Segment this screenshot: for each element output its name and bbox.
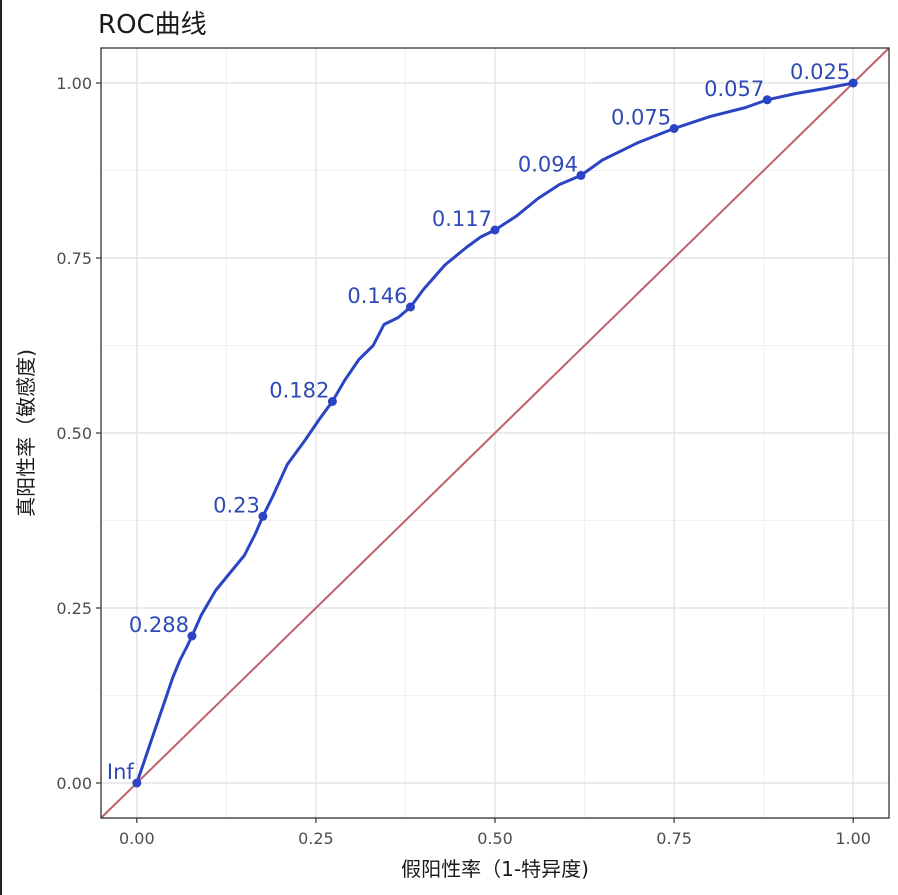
threshold-label: 0.182 <box>269 379 329 403</box>
y-axis-title: 真阳性率（敏感度) <box>14 349 38 517</box>
x-tick-label: 0.00 <box>119 829 155 848</box>
y-tick-label: 0.50 <box>56 424 92 443</box>
x-axis-ticks: 0.00 0.25 0.50 0.75 1.00 <box>119 818 871 848</box>
threshold-point <box>576 170 586 180</box>
threshold-point <box>327 397 337 406</box>
x-tick-label: 0.75 <box>656 829 692 848</box>
threshold-point <box>762 95 772 105</box>
threshold-label: 0.146 <box>347 284 407 308</box>
threshold-point <box>187 631 197 641</box>
threshold-label: 0.288 <box>129 613 189 637</box>
threshold-point <box>848 78 858 88</box>
roc-curve-layer <box>135 81 855 785</box>
chart-title: ROC曲线 <box>98 10 207 40</box>
y-axis-ticks: 0.00 0.25 0.50 0.75 1.00 <box>56 74 101 793</box>
threshold-point <box>490 225 500 235</box>
x-axis-title: 假阳性率（1-特异度) <box>401 857 589 881</box>
threshold-label: 0.23 <box>213 493 260 517</box>
threshold-point <box>132 778 142 788</box>
y-tick-label: 1.00 <box>56 74 92 93</box>
x-tick-label: 0.25 <box>298 829 334 848</box>
reference-diagonal <box>100 47 890 819</box>
roc-curve-line <box>135 81 855 785</box>
x-tick-label: 0.50 <box>477 829 513 848</box>
y-tick-label: 0.75 <box>56 249 92 268</box>
threshold-label: 0.094 <box>518 152 578 176</box>
threshold-label: 0.075 <box>611 106 671 130</box>
threshold-label: 0.117 <box>432 207 492 231</box>
threshold-points <box>132 78 858 788</box>
threshold-point <box>258 511 268 521</box>
diagonal-line <box>100 47 890 819</box>
threshold-labels: Inf 0.288 0.23 0.182 0.146 0.117 0.094 0.075 0.0… <box>107 60 850 784</box>
window-frame-edge <box>0 0 2 895</box>
threshold-point <box>405 302 415 312</box>
threshold-label: 0.025 <box>790 60 850 84</box>
y-tick-label: 0.00 <box>56 774 92 793</box>
x-tick-label: 1.00 <box>835 829 871 848</box>
threshold-label: Inf <box>107 760 135 784</box>
threshold-point <box>669 124 679 133</box>
threshold-label: 0.057 <box>704 77 764 101</box>
y-tick-label: 0.25 <box>56 599 92 618</box>
grid <box>101 48 889 818</box>
